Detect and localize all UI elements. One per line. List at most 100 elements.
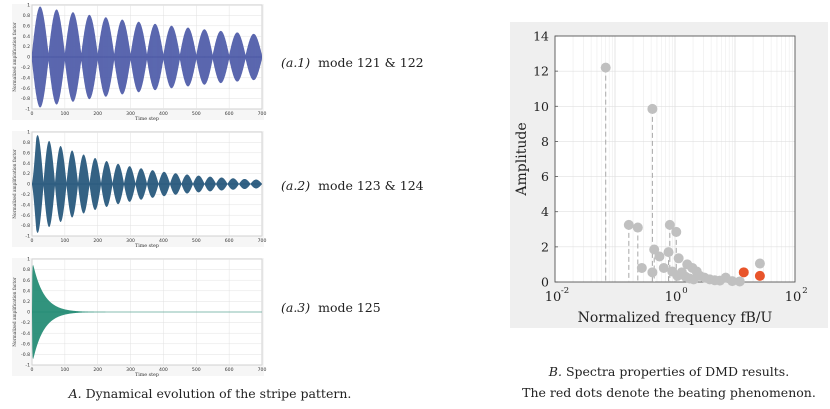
figure-b-caption-text: Spectra properties of DMD results.: [565, 364, 790, 379]
figure-a-caption-text: Dynamical evolution of the stripe patter…: [85, 386, 352, 401]
x-tick-label: 100: [60, 367, 69, 373]
mode-point: [673, 253, 684, 264]
y-tick-label: -1: [25, 234, 30, 240]
y-tick-label: 4: [541, 204, 549, 219]
y-tick-label: 0: [541, 275, 549, 290]
x-tick-label: 600: [225, 238, 234, 244]
x-tick-label: 200: [93, 367, 102, 373]
mode-point: [663, 247, 674, 258]
panel-a2-id: (a.2): [281, 178, 311, 193]
figure-b-caption-line2-text: The red dots denote the beating phenomen…: [522, 385, 816, 400]
panel-a2-label: (a.2) mode 123 & 124: [281, 178, 424, 193]
y-axis-label: Amplitude: [514, 122, 530, 196]
x-tick-label: 400: [159, 238, 168, 244]
mode-point: [672, 270, 683, 281]
y-tick-label: -1: [25, 107, 30, 113]
x-tick-label: 700: [258, 238, 267, 244]
figure-b-caption-letter: B.: [548, 364, 562, 379]
y-tick-label: -0.4: [21, 331, 30, 337]
y-tick-label: 0: [27, 310, 30, 316]
mode-point: [754, 258, 765, 269]
mode-point: [600, 62, 611, 73]
figure-a-caption-letter: A.: [68, 386, 82, 401]
panel-a3-plot: 0 100 200 300 400 500 600 700 1 0.8 0.6 0.4 0.2 0 -0.2…: [12, 257, 267, 378]
x-tick-label: 200: [93, 238, 102, 244]
mode-point: [636, 262, 647, 273]
x-tick-label: 700: [258, 111, 267, 117]
y-tick-label: 1: [27, 257, 30, 263]
x-tick-label: 600: [225, 111, 234, 117]
axes-frame: [554, 35, 796, 283]
y-tick-label: 0.6: [23, 278, 30, 284]
y-axis-label: Normalized amplification factor: [13, 276, 18, 346]
panel-a1-id: (a.1): [281, 55, 311, 70]
x-tick-label: 600: [225, 367, 234, 373]
figure-a-caption: A. Dynamical evolution of the stripe pat…: [0, 386, 420, 401]
y-axis-label: Normalized amplification factor: [13, 21, 18, 91]
x-tick-label: 400: [159, 367, 168, 373]
mode-point: [654, 251, 665, 262]
y-tick-label: -0.2: [21, 192, 30, 198]
x-tick-label: 400: [159, 111, 168, 117]
panel-a1-label: (a.1) mode 121 & 122: [281, 55, 424, 70]
x-tick-label: 700: [258, 367, 267, 373]
panel-a2-plot: 0 100 200 300 400 500 600 700 1 0.8 0.6 0.4 0.2 0 -0.2…: [12, 130, 267, 249]
x-tick-label: 10: [665, 290, 682, 305]
y-tick-label: 0.4: [23, 34, 30, 40]
y-tick-label: 6: [541, 169, 549, 184]
x-tick-exponent: 0: [682, 286, 687, 296]
y-tick-label: 0.8: [23, 140, 30, 146]
panel-a3-label: (a.3) mode 125: [281, 300, 381, 315]
x-tick-label: 300: [126, 367, 135, 373]
y-tick-label: 10: [533, 99, 549, 114]
mode-point: [623, 219, 634, 230]
y-tick-label: 0.6: [23, 23, 30, 29]
y-tick-label: 12: [533, 64, 549, 79]
y-tick-label: 0: [27, 182, 30, 188]
y-tick-label: -0.4: [21, 202, 30, 208]
y-tick-label: 1: [27, 3, 30, 9]
y-tick-label: 1: [27, 130, 30, 136]
mode-point: [647, 267, 658, 278]
x-tick-label: 0: [31, 238, 34, 244]
y-tick-label: 0.8: [23, 267, 30, 273]
y-tick-label: -0.2: [21, 65, 30, 71]
beating-point: [738, 267, 749, 278]
y-tick-label: 0.4: [23, 161, 30, 167]
y-tick-label: -0.6: [21, 341, 30, 347]
y-tick-label: 0.8: [23, 13, 30, 19]
panel-a3-mode: mode 125: [318, 300, 381, 315]
x-tick-label: 300: [126, 238, 135, 244]
beating-point: [754, 270, 765, 281]
y-tick-label: 0.2: [23, 171, 30, 177]
y-tick-label: -0.2: [21, 320, 30, 326]
y-tick-label: 2: [541, 239, 549, 254]
y-axis-label: Normalized amplification factor: [13, 148, 18, 218]
x-tick-exponent: -2: [561, 286, 569, 296]
mode-point: [734, 276, 745, 287]
x-tick-label: 200: [93, 111, 102, 117]
x-axis-label: Time step: [135, 243, 159, 249]
x-tick-label: 100: [60, 238, 69, 244]
x-tick-label: 500: [192, 238, 201, 244]
x-tick-label: 10: [545, 290, 562, 305]
x-axis-label: Time step: [135, 116, 159, 122]
figure-b-caption: B. Spectra properties of DMD results.: [510, 364, 828, 379]
mode-point: [647, 103, 658, 114]
panel-a2-mode: mode 123 & 124: [318, 178, 424, 193]
x-axis-label: Normalized frequency fB/U: [578, 310, 773, 326]
mode-point: [658, 262, 669, 273]
x-tick-exponent: 2: [802, 286, 807, 296]
y-tick-label: -1: [25, 363, 30, 369]
y-tick-label: 0.4: [23, 288, 30, 294]
mode-point: [649, 244, 660, 255]
x-tick-label: 300: [126, 111, 135, 117]
y-tick-label: 0.2: [23, 299, 30, 305]
y-tick-label: 0.2: [23, 44, 30, 50]
x-tick-label: 500: [192, 367, 201, 373]
mode-point: [727, 276, 738, 287]
y-tick-label: -0.8: [21, 96, 30, 102]
y-tick-label: -0.6: [21, 86, 30, 92]
y-tick-label: -0.8: [21, 223, 30, 229]
